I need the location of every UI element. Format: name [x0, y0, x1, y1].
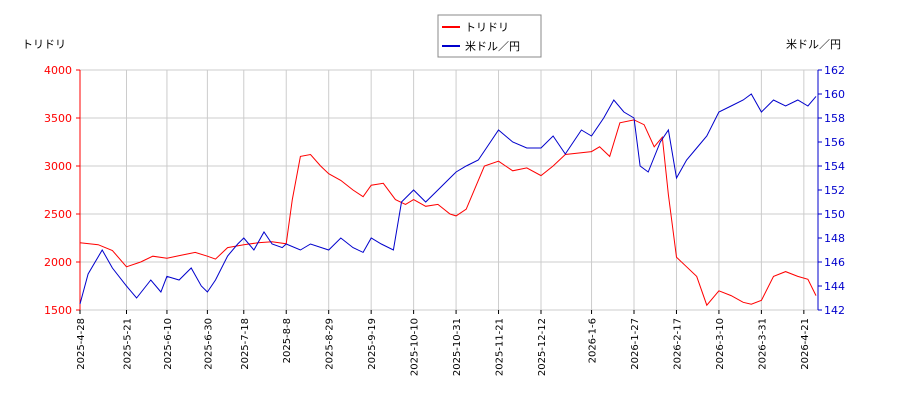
right-tick-label: 142: [824, 304, 845, 317]
plot-area: 1500 2000 2500 3000 3500 4000 142 144 146 148 150 1…: [44, 64, 845, 376]
x-tick-label: 2025-10-10: [410, 318, 421, 376]
left-axis-label: トリドリ: [22, 38, 66, 51]
x-tick-label: 2026-1-6: [588, 318, 599, 363]
x-tick-label: 2025-4-28: [76, 318, 87, 370]
series-line-usdjpy: [79, 93, 817, 305]
x-tick-label: 2026-1-27: [630, 318, 641, 370]
x-tick-label: 2026-3-31: [757, 318, 768, 370]
left-tick-label: 1500: [44, 304, 72, 317]
x-tick-label: 2025-10-31: [452, 318, 463, 376]
left-tick-label: 3500: [44, 112, 72, 125]
x-tick-label: 2026-2-17: [672, 318, 683, 370]
x-tick-label: 2025-5-21: [123, 318, 134, 370]
series-line-toridori: [79, 119, 817, 307]
x-tick-label: 2026-4-21: [800, 318, 811, 370]
right-tick-label: 148: [824, 232, 845, 245]
legend: トリドリ 米ドル／円: [437, 14, 542, 58]
left-tick-label: 3000: [44, 160, 72, 173]
right-tick-label: 156: [824, 136, 845, 149]
left-tick-label: 4000: [44, 64, 72, 77]
x-tick-label: 2025-9-19: [367, 318, 378, 370]
plot-frame: [79, 69, 819, 311]
legend-label-toridori: トリドリ: [465, 21, 509, 34]
right-tick-label: 154: [824, 160, 845, 173]
x-tick-label: 2026-3-10: [715, 318, 726, 370]
x-tick-label: 2025-6-10: [163, 318, 174, 370]
right-tick-label: 158: [824, 112, 845, 125]
x-tick-label: 2025-7-18: [240, 318, 251, 370]
x-tick-label: 2025-8-8: [282, 318, 293, 363]
right-tick-label: 144: [824, 280, 845, 293]
x-tick-label: 2025-12-12: [537, 318, 548, 376]
left-tick-label: 2500: [44, 208, 72, 221]
right-tick-label: 152: [824, 184, 845, 197]
right-tick-label: 162: [824, 64, 845, 77]
x-tick-label: 2025-11-21: [495, 318, 506, 376]
right-tick-label: 146: [824, 256, 845, 269]
left-tick-label: 2000: [44, 256, 72, 269]
x-tick-label: 2025-6-30: [203, 318, 214, 370]
right-tick-label: 160: [824, 88, 845, 101]
right-tick-label: 150: [824, 208, 845, 221]
x-tick-label: 2025-8-29: [325, 318, 336, 370]
right-axis-label: 米ドル／円: [786, 38, 841, 51]
legend-label-usdjpy: 米ドル／円: [465, 40, 520, 53]
